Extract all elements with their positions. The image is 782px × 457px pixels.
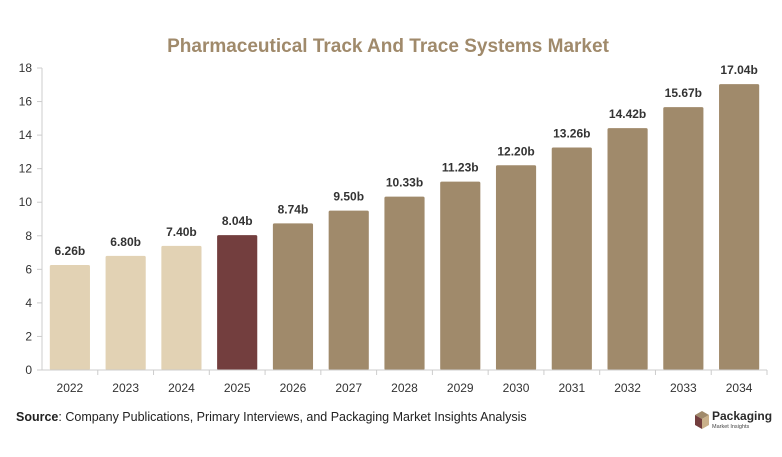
bar-2030 [495,165,537,370]
bar-2025 [217,235,258,370]
y-tick-label: 4 [25,296,32,310]
value-label-2027: 9.50b [333,190,364,204]
y-axis: 0 2 4 6 8 10 12 14 16 18 [19,61,43,377]
x-axis: 2022 2023 2024 2025 2026 2027 2028 2029 2030 2031… [42,369,768,395]
x-tick-label-2028: 2028 [391,381,418,395]
x-tick-label-2030: 2030 [503,381,530,395]
x-tick-label-2026: 2026 [280,381,307,395]
value-label-2026: 8.74b [278,202,309,216]
value-label-2028: 10.33b [386,176,423,190]
source-note: Source: Company Publications, Primary In… [16,410,527,424]
y-tick-label: 10 [19,195,33,209]
logo-name: Packaging [712,409,773,423]
y-tick-label: 2 [25,329,32,343]
value-label-2024: 7.40b [166,225,197,239]
y-tick-label: 16 [19,95,33,109]
package-box-icon [695,411,709,429]
bar-2034 [719,84,760,371]
source-text: : Company Publications, Primary Intervie… [58,410,527,424]
source-label: Source [16,410,59,424]
x-tick-label-2031: 2031 [558,381,585,395]
logo-tagline: Market Insights [712,424,750,430]
bar-2028 [384,196,425,370]
x-tick-label-2034: 2034 [726,381,753,395]
value-label-2030: 12.20b [497,144,534,158]
y-tick-label: 6 [25,262,32,276]
value-label-2025: 8.04b [222,214,253,228]
packaging-logo: Packaging Market Insights [695,409,775,433]
y-tick-label: 0 [25,363,32,377]
value-label-2032: 14.42b [609,107,646,121]
data-labels: 6.26b 6.80b 7.40b 8.04b 8.74b 9.50b 10.33b 11.2… [55,63,758,258]
x-tick-label-2027: 2027 [335,381,362,395]
bar-2022 [49,264,90,370]
value-label-2031: 13.26b [553,127,590,141]
bar-2027 [328,210,369,370]
bar-series [49,84,760,371]
value-label-2029: 11.23b [442,161,479,175]
y-tick-label: 18 [19,61,33,75]
chart-title: Pharmaceutical Track And Trace Systems M… [167,36,609,57]
x-tick-label-2024: 2024 [168,381,195,395]
value-label-2033: 15.67b [665,86,702,100]
bar-2026 [272,223,314,370]
bar-2029 [440,181,481,370]
x-tick-label-2029: 2029 [447,381,474,395]
x-tick-label-2025: 2025 [224,381,251,395]
x-tick-label-2022: 2022 [57,381,84,395]
bar-2023 [105,255,146,370]
value-label-2022: 6.26b [55,244,86,258]
value-label-2034: 17.04b [720,63,757,77]
value-label-2023: 6.80b [110,235,141,249]
bar-2032 [607,128,648,370]
x-tick-label-2032: 2032 [614,381,641,395]
bar-2031 [551,147,592,370]
y-tick-label: 12 [19,162,33,176]
x-tick-label-2023: 2023 [112,381,139,395]
y-tick-label: 8 [25,229,32,243]
bar-2033 [663,107,704,370]
y-tick-label: 14 [19,128,33,142]
x-tick-label-2033: 2033 [670,381,697,395]
bar-2024 [161,245,202,370]
